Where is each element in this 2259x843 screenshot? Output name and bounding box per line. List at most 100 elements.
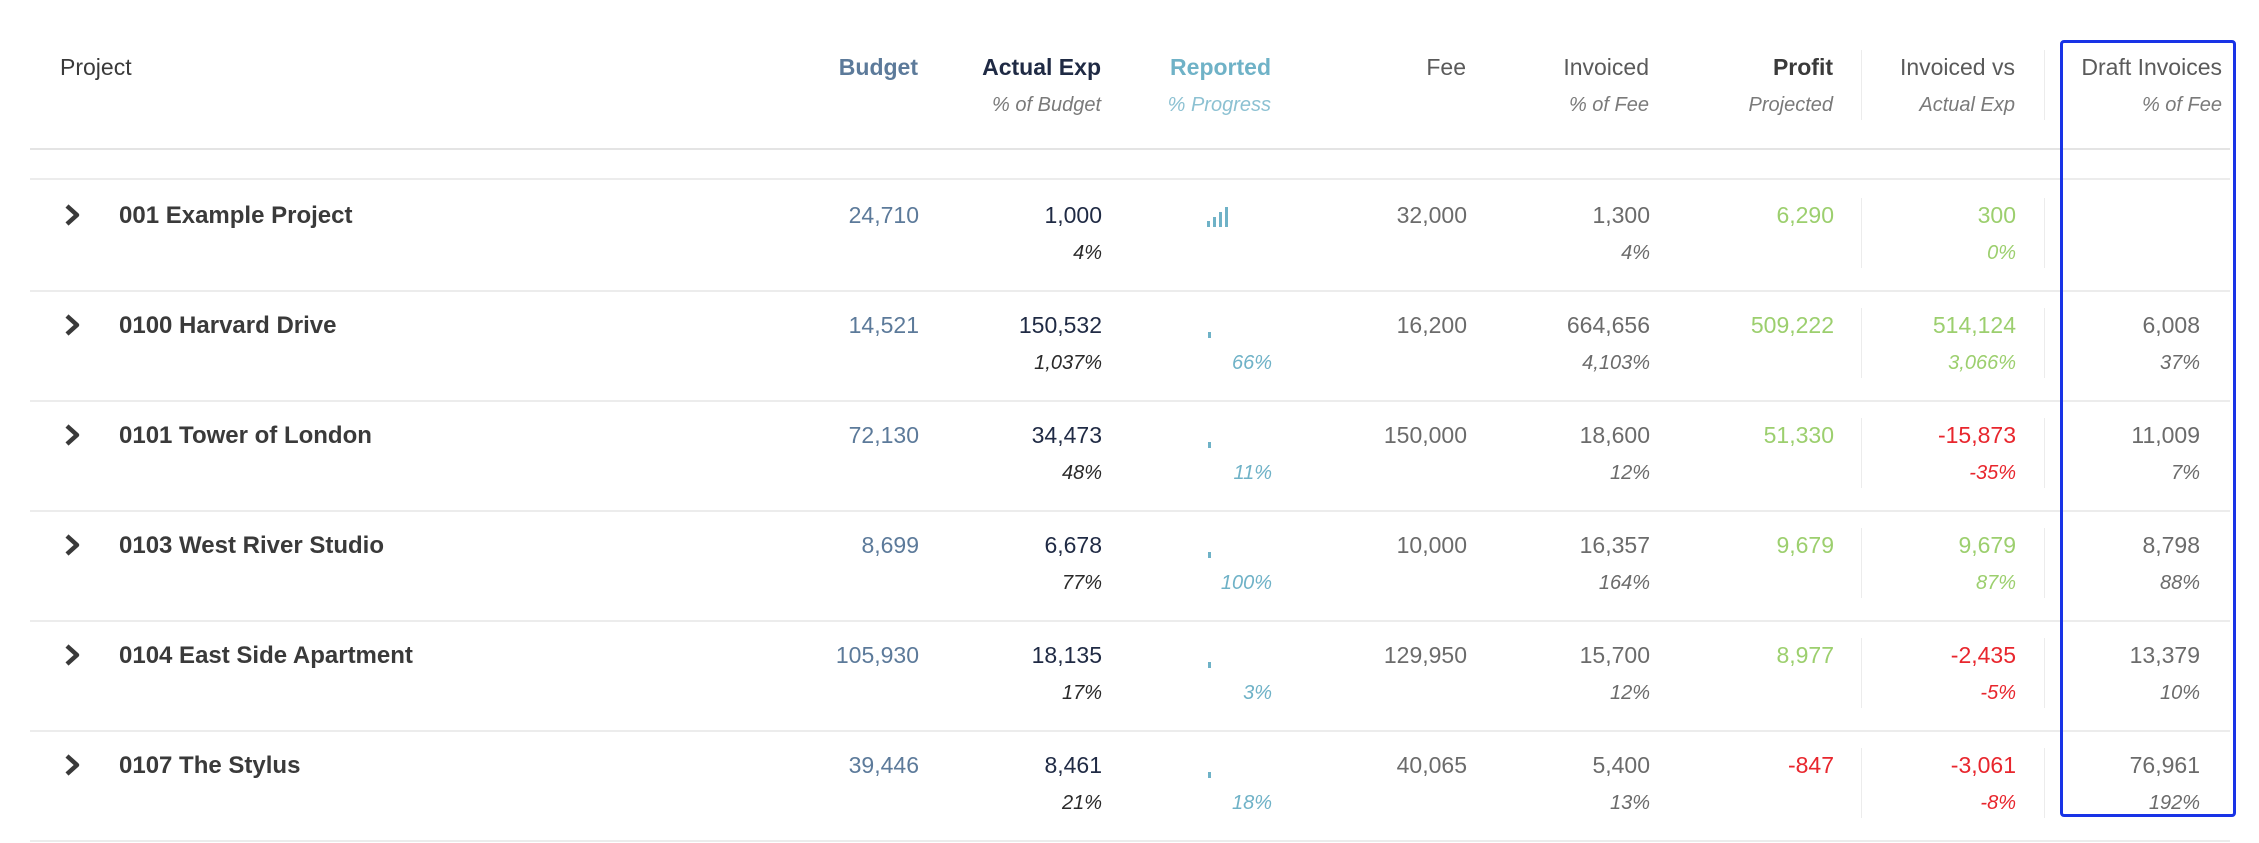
invoiced-vs-value: -15,873 xyxy=(1937,422,2016,448)
invoiced-value: 15,700 xyxy=(1579,642,1650,668)
progress-dot-icon xyxy=(1207,546,1213,564)
header-reported[interactable]: Reported xyxy=(1170,54,1271,80)
actual-exp-value: 8,461 xyxy=(1044,752,1102,778)
draft-invoices-pct: 192% xyxy=(2148,792,2200,814)
profit-value: 6,290 xyxy=(1776,202,1834,228)
table-row[interactable]: 0107 The Stylus 39,446 8,461 21% 18% 40,… xyxy=(30,730,2230,842)
cell-divider xyxy=(2044,418,2045,488)
project-name[interactable]: 0107 The Stylus xyxy=(119,752,301,779)
actual-exp-pct: 1,037% xyxy=(1034,352,1102,374)
invoiced-vs-value: -2,435 xyxy=(1950,642,2016,668)
expand-chevron-icon[interactable] xyxy=(57,640,87,670)
fee-value: 16,200 xyxy=(1396,312,1467,338)
header-profit-sub: Projected xyxy=(1748,94,1834,116)
header-project[interactable]: Project xyxy=(60,54,132,80)
cell-divider xyxy=(1861,418,1862,488)
expand-chevron-icon[interactable] xyxy=(57,420,87,450)
table-row[interactable]: 001 Example Project 24,710 1,000 4% 32,0… xyxy=(30,180,2230,292)
actual-exp-value: 34,473 xyxy=(1031,422,1102,448)
invoiced-value: 664,656 xyxy=(1566,312,1650,338)
profit-value: -847 xyxy=(1787,752,1834,778)
expand-chevron-icon[interactable] xyxy=(57,750,87,780)
project-name[interactable]: 0101 Tower of London xyxy=(119,422,372,449)
draft-invoices-value: 13,379 xyxy=(2129,642,2200,668)
progress-dot-icon xyxy=(1207,326,1213,344)
draft-invoices-value: 8,798 xyxy=(2142,532,2200,558)
project-name[interactable]: 0100 Harvard Drive xyxy=(119,312,337,339)
invoiced-vs-value: -3,061 xyxy=(1950,752,2016,778)
actual-exp-pct: 77% xyxy=(1061,572,1102,594)
cell-divider xyxy=(2044,198,2045,268)
project-name[interactable]: 0104 East Side Apartment xyxy=(119,642,413,669)
reported-pct: 18% xyxy=(1231,792,1272,814)
actual-exp-pct: 21% xyxy=(1061,792,1102,814)
header-bottom-border xyxy=(30,148,2230,150)
invoiced-vs-value: 300 xyxy=(1977,202,2016,228)
invoiced-vs-pct: -8% xyxy=(1980,792,2016,814)
budget-value: 72,130 xyxy=(848,422,919,448)
draft-invoices-column-highlight xyxy=(2060,40,2236,817)
table-row[interactable]: 0100 Harvard Drive 14,521 150,532 1,037%… xyxy=(30,290,2230,402)
invoiced-pct: 13% xyxy=(1609,792,1650,814)
reported-pct: 3% xyxy=(1243,682,1272,704)
header-draft-invoices[interactable]: Draft Invoices xyxy=(2081,54,2222,80)
header-budget[interactable]: Budget xyxy=(838,54,918,80)
invoiced-value: 18,600 xyxy=(1579,422,1650,448)
fee-value: 129,950 xyxy=(1383,642,1467,668)
fee-value: 40,065 xyxy=(1396,752,1467,778)
budget-value: 24,710 xyxy=(848,202,919,228)
draft-invoices-pct: 37% xyxy=(2159,352,2200,374)
invoiced-pct: 164% xyxy=(1598,572,1650,594)
progress-dot-icon xyxy=(1207,656,1213,674)
project-name[interactable]: 001 Example Project xyxy=(119,202,353,229)
cell-divider xyxy=(2044,748,2045,818)
invoiced-vs-value: 9,679 xyxy=(1958,532,2016,558)
table-row[interactable]: 0101 Tower of London 72,130 34,473 48% 1… xyxy=(30,400,2230,512)
progress-dot-icon xyxy=(1207,766,1213,784)
invoiced-vs-pct: 0% xyxy=(1987,242,2016,264)
budget-value: 39,446 xyxy=(848,752,919,778)
actual-exp-pct: 48% xyxy=(1061,462,1102,484)
project-name[interactable]: 0103 West River Studio xyxy=(119,532,384,559)
header-divider xyxy=(1861,50,1862,120)
budget-value: 8,699 xyxy=(861,532,919,558)
invoiced-vs-value: 514,124 xyxy=(1932,312,2016,338)
cell-divider xyxy=(2044,528,2045,598)
header-actual-exp[interactable]: Actual Exp xyxy=(982,54,1101,80)
header-invoiced[interactable]: Invoiced xyxy=(1563,54,1649,80)
header-fee[interactable]: Fee xyxy=(1426,54,1466,80)
fee-value: 150,000 xyxy=(1383,422,1467,448)
reported-pct: 100% xyxy=(1220,572,1272,594)
header-reported-sub: % Progress xyxy=(1167,94,1271,116)
invoiced-vs-pct: -35% xyxy=(1969,462,2016,484)
invoiced-pct: 4,103% xyxy=(1582,352,1650,374)
draft-invoices-value: 76,961 xyxy=(2129,752,2200,778)
expand-chevron-icon[interactable] xyxy=(57,530,87,560)
table-row[interactable]: 0103 West River Studio 8,699 6,678 77% 1… xyxy=(30,510,2230,622)
header-invoiced-vs-sub: Actual Exp xyxy=(1919,94,2015,116)
header-profit[interactable]: Profit xyxy=(1772,54,1833,80)
invoiced-vs-pct: -5% xyxy=(1980,682,2016,704)
profit-value: 8,977 xyxy=(1776,642,1834,668)
draft-invoices-value: 11,009 xyxy=(2131,422,2200,448)
cell-divider xyxy=(1861,528,1862,598)
draft-invoices-pct: 7% xyxy=(2171,462,2200,484)
expand-chevron-icon[interactable] xyxy=(57,200,87,230)
draft-invoices-pct: 88% xyxy=(2159,572,2200,594)
rows-top-border xyxy=(30,178,2230,180)
header-actual-exp-sub: % of Budget xyxy=(992,94,1101,116)
invoiced-pct: 4% xyxy=(1621,242,1650,264)
header-draft-invoices-sub: % of Fee xyxy=(2141,94,2222,116)
actual-exp-value: 18,135 xyxy=(1031,642,1102,668)
profit-value: 9,679 xyxy=(1776,532,1834,558)
header-divider xyxy=(2044,50,2045,120)
invoiced-pct: 12% xyxy=(1609,682,1650,704)
cell-divider xyxy=(1861,748,1862,818)
actual-exp-pct: 4% xyxy=(1073,242,1102,264)
table-row[interactable]: 0104 East Side Apartment 105,930 18,135 … xyxy=(30,620,2230,732)
invoiced-value: 1,300 xyxy=(1592,202,1650,228)
invoiced-pct: 12% xyxy=(1609,462,1650,484)
expand-chevron-icon[interactable] xyxy=(57,310,87,340)
header-invoiced-vs[interactable]: Invoiced vs xyxy=(1899,54,2015,80)
